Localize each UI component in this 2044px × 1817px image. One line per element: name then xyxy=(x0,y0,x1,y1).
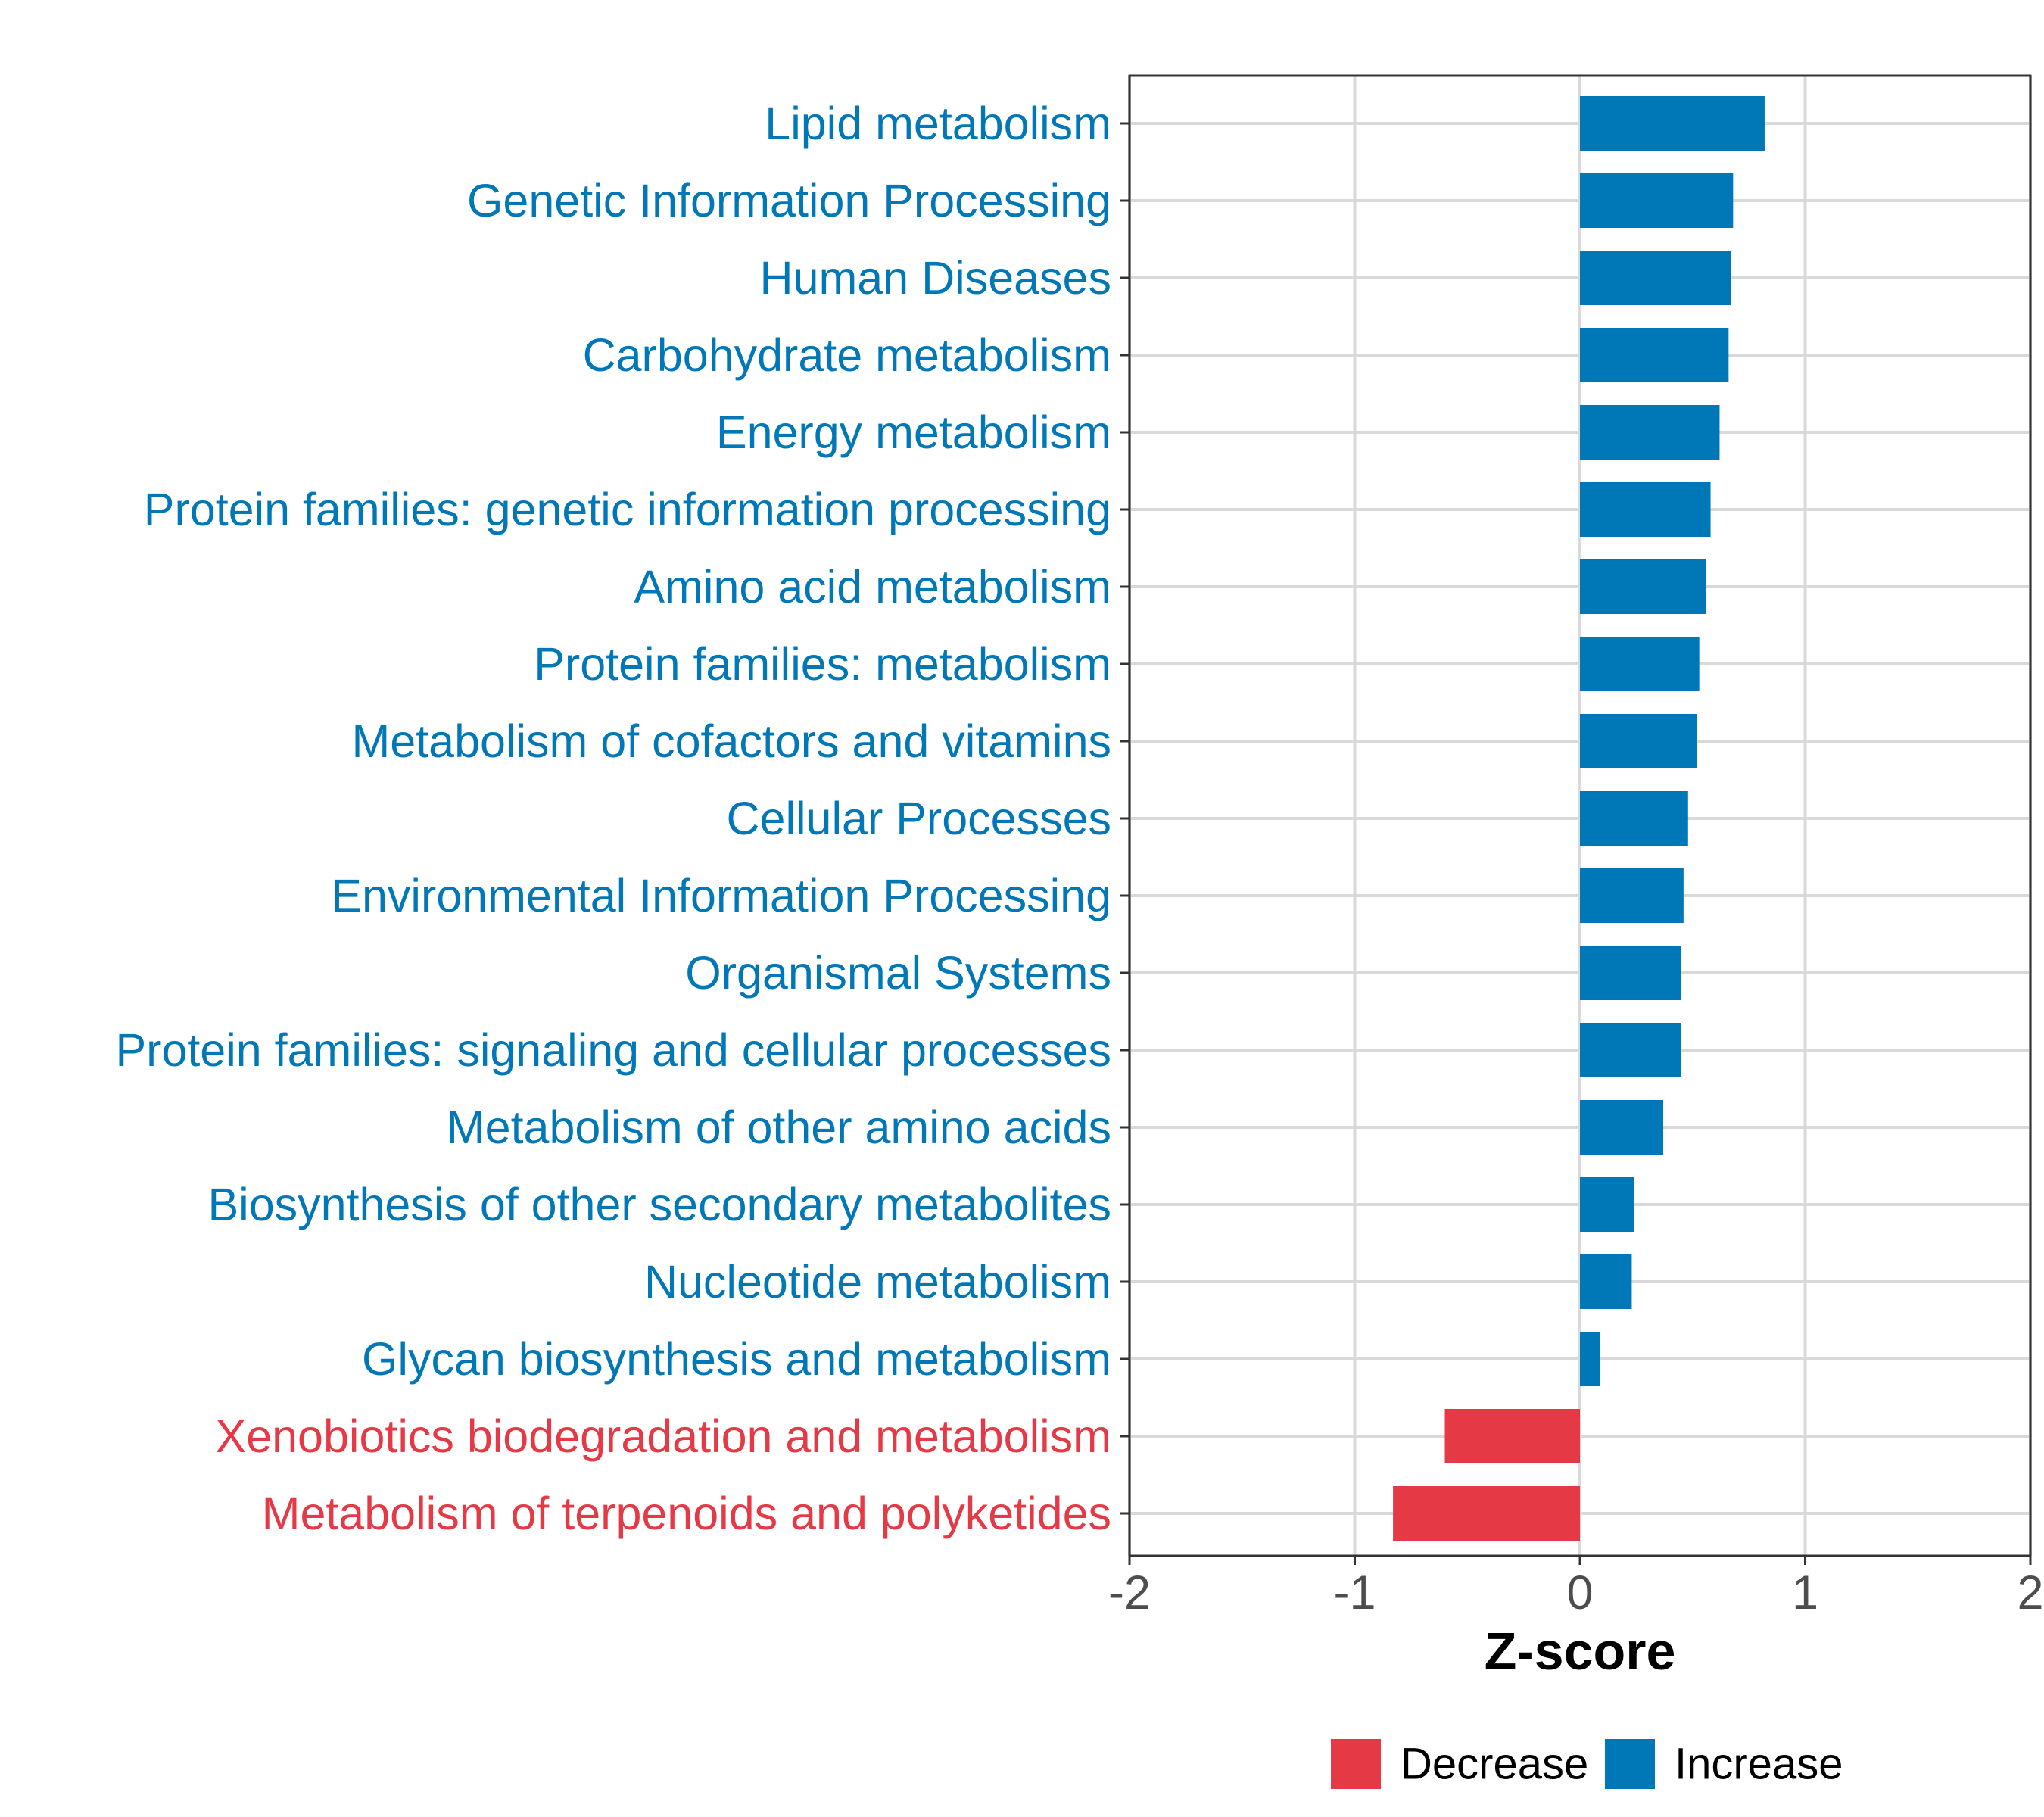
bar xyxy=(1580,791,1688,846)
x-axis: -2 -1 0 1 2 xyxy=(1108,1556,2044,1619)
category-label: Metabolism of terpenoids and polyketides xyxy=(262,1488,1111,1539)
bar xyxy=(1580,637,1700,691)
x-tick-label: -2 xyxy=(1108,1566,1151,1619)
category-label: Protein families: signaling and cellular… xyxy=(115,1024,1111,1076)
legend-label: Decrease xyxy=(1401,1740,1588,1789)
bar xyxy=(1580,559,1706,614)
category-label: Metabolism of other amino acids xyxy=(447,1102,1111,1153)
bar xyxy=(1580,482,1711,537)
category-label: Metabolism of cofactors and vitamins xyxy=(351,715,1111,767)
category-label: Human Diseases xyxy=(760,252,1111,304)
legend-key-increase xyxy=(1605,1739,1655,1789)
x-tick-label: 2 xyxy=(2017,1566,2043,1619)
category-label: Glycan biosynthesis and metabolism xyxy=(362,1333,1111,1385)
bar xyxy=(1580,868,1684,923)
category-label: Protein families: genetic information pr… xyxy=(144,484,1111,535)
bar xyxy=(1580,328,1729,382)
bar xyxy=(1580,251,1731,305)
bar xyxy=(1580,714,1697,768)
bar xyxy=(1580,405,1720,460)
category-label: Energy metabolism xyxy=(716,407,1111,458)
category-label: Amino acid metabolism xyxy=(634,561,1111,612)
bar xyxy=(1580,1100,1664,1155)
bar xyxy=(1580,946,1681,1000)
legend: Decrease Increase xyxy=(1331,1739,1843,1789)
x-tick-label: -1 xyxy=(1333,1566,1376,1619)
category-label: Lipid metabolism xyxy=(765,98,1111,149)
bar xyxy=(1580,96,1765,151)
category-label: Xenobiotics biodegradation and metabolis… xyxy=(216,1410,1111,1462)
bar xyxy=(1580,1254,1632,1309)
bar xyxy=(1580,1023,1681,1077)
category-label: Nucleotide metabolism xyxy=(644,1256,1111,1307)
x-tick-label: 0 xyxy=(1566,1566,1593,1619)
bar xyxy=(1393,1486,1580,1541)
x-axis-title: Z-score xyxy=(1485,1622,1676,1681)
bar xyxy=(1580,1177,1634,1232)
category-label: Cellular Processes xyxy=(726,793,1111,844)
y-axis-ticks: Lipid metabolism Genetic Information Proc… xyxy=(115,98,1129,1539)
category-label: Organismal Systems xyxy=(685,947,1111,999)
category-label: Environmental Information Processing xyxy=(331,870,1111,921)
legend-label: Increase xyxy=(1675,1740,1843,1789)
category-label: Genetic Information Processing xyxy=(467,175,1111,226)
bar xyxy=(1580,173,1734,228)
bar xyxy=(1580,1332,1600,1386)
category-label: Biosynthesis of other secondary metaboli… xyxy=(207,1179,1111,1230)
category-label: Protein families: metabolism xyxy=(534,638,1111,690)
bar xyxy=(1444,1409,1580,1463)
legend-key-decrease xyxy=(1331,1739,1381,1789)
bars xyxy=(1393,96,1765,1541)
category-label: Carbohydrate metabolism xyxy=(583,329,1111,381)
x-tick-label: 1 xyxy=(1792,1566,1818,1619)
